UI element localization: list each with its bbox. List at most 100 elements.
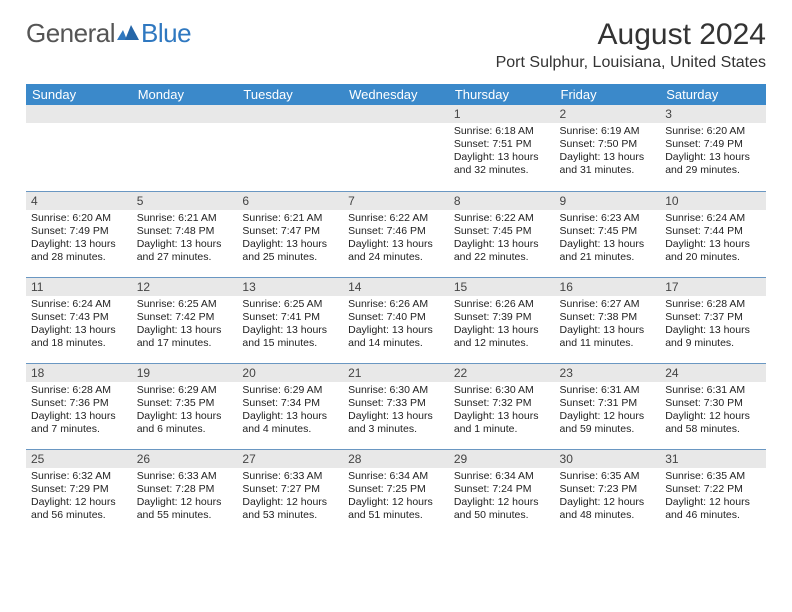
sunset-text: Sunset: 7:41 PM xyxy=(242,311,338,324)
sunset-text: Sunset: 7:29 PM xyxy=(31,483,127,496)
title-block: August 2024 Port Sulphur, Louisiana, Uni… xyxy=(496,18,766,80)
sunset-text: Sunset: 7:30 PM xyxy=(665,397,761,410)
calendar-day-cell: 1Sunrise: 6:18 AMSunset: 7:51 PMDaylight… xyxy=(449,105,555,191)
day-info: Sunrise: 6:34 AMSunset: 7:25 PMDaylight:… xyxy=(343,468,449,527)
daylight-text: Daylight: 12 hours and 50 minutes. xyxy=(454,496,550,522)
sunrise-text: Sunrise: 6:25 AM xyxy=(242,298,338,311)
calendar-day-cell: 27Sunrise: 6:33 AMSunset: 7:27 PMDayligh… xyxy=(237,449,343,535)
calendar-day-cell: 8Sunrise: 6:22 AMSunset: 7:45 PMDaylight… xyxy=(449,191,555,277)
calendar-day-cell xyxy=(132,105,238,191)
calendar-day-cell: 15Sunrise: 6:26 AMSunset: 7:39 PMDayligh… xyxy=(449,277,555,363)
day-number: 20 xyxy=(237,364,343,382)
calendar-day-cell xyxy=(343,105,449,191)
daylight-text: Daylight: 13 hours and 3 minutes. xyxy=(348,410,444,436)
sunset-text: Sunset: 7:24 PM xyxy=(454,483,550,496)
sunset-text: Sunset: 7:51 PM xyxy=(454,138,550,151)
weekday-header: Thursday xyxy=(449,84,555,105)
sunrise-text: Sunrise: 6:19 AM xyxy=(560,125,656,138)
day-info: Sunrise: 6:22 AMSunset: 7:45 PMDaylight:… xyxy=(449,210,555,269)
daylight-text: Daylight: 13 hours and 15 minutes. xyxy=(242,324,338,350)
day-number: 12 xyxy=(132,278,238,296)
day-number xyxy=(343,105,449,123)
sunset-text: Sunset: 7:49 PM xyxy=(665,138,761,151)
calendar-day-cell: 29Sunrise: 6:34 AMSunset: 7:24 PMDayligh… xyxy=(449,449,555,535)
daylight-text: Daylight: 12 hours and 59 minutes. xyxy=(560,410,656,436)
calendar-day-cell: 19Sunrise: 6:29 AMSunset: 7:35 PMDayligh… xyxy=(132,363,238,449)
day-number: 2 xyxy=(555,105,661,123)
sunrise-text: Sunrise: 6:34 AM xyxy=(454,470,550,483)
day-number: 14 xyxy=(343,278,449,296)
day-info: Sunrise: 6:21 AMSunset: 7:48 PMDaylight:… xyxy=(132,210,238,269)
sunrise-text: Sunrise: 6:25 AM xyxy=(137,298,233,311)
sunset-text: Sunset: 7:39 PM xyxy=(454,311,550,324)
daylight-text: Daylight: 12 hours and 55 minutes. xyxy=(137,496,233,522)
day-info: Sunrise: 6:23 AMSunset: 7:45 PMDaylight:… xyxy=(555,210,661,269)
day-number: 18 xyxy=(26,364,132,382)
sunset-text: Sunset: 7:46 PM xyxy=(348,225,444,238)
day-info: Sunrise: 6:31 AMSunset: 7:31 PMDaylight:… xyxy=(555,382,661,441)
sunset-text: Sunset: 7:45 PM xyxy=(560,225,656,238)
sunrise-text: Sunrise: 6:18 AM xyxy=(454,125,550,138)
sunrise-text: Sunrise: 6:27 AM xyxy=(560,298,656,311)
day-info: Sunrise: 6:35 AMSunset: 7:23 PMDaylight:… xyxy=(555,468,661,527)
daylight-text: Daylight: 13 hours and 29 minutes. xyxy=(665,151,761,177)
day-number: 17 xyxy=(660,278,766,296)
calendar-day-cell: 4Sunrise: 6:20 AMSunset: 7:49 PMDaylight… xyxy=(26,191,132,277)
day-number: 5 xyxy=(132,192,238,210)
day-number: 25 xyxy=(26,450,132,468)
sunrise-text: Sunrise: 6:33 AM xyxy=(137,470,233,483)
sunset-text: Sunset: 7:33 PM xyxy=(348,397,444,410)
sunset-text: Sunset: 7:42 PM xyxy=(137,311,233,324)
sunset-text: Sunset: 7:22 PM xyxy=(665,483,761,496)
sunset-text: Sunset: 7:40 PM xyxy=(348,311,444,324)
day-info: Sunrise: 6:21 AMSunset: 7:47 PMDaylight:… xyxy=(237,210,343,269)
day-number: 27 xyxy=(237,450,343,468)
daylight-text: Daylight: 13 hours and 24 minutes. xyxy=(348,238,444,264)
sunrise-text: Sunrise: 6:30 AM xyxy=(454,384,550,397)
weekday-header: Friday xyxy=(555,84,661,105)
sunset-text: Sunset: 7:32 PM xyxy=(454,397,550,410)
sunrise-text: Sunrise: 6:32 AM xyxy=(31,470,127,483)
daylight-text: Daylight: 13 hours and 4 minutes. xyxy=(242,410,338,436)
day-info: Sunrise: 6:25 AMSunset: 7:42 PMDaylight:… xyxy=(132,296,238,355)
calendar-day-cell: 18Sunrise: 6:28 AMSunset: 7:36 PMDayligh… xyxy=(26,363,132,449)
day-info: Sunrise: 6:26 AMSunset: 7:39 PMDaylight:… xyxy=(449,296,555,355)
sunrise-text: Sunrise: 6:35 AM xyxy=(665,470,761,483)
daylight-text: Daylight: 13 hours and 31 minutes. xyxy=(560,151,656,177)
day-number: 30 xyxy=(555,450,661,468)
day-info: Sunrise: 6:29 AMSunset: 7:35 PMDaylight:… xyxy=(132,382,238,441)
daylight-text: Daylight: 13 hours and 6 minutes. xyxy=(137,410,233,436)
day-info: Sunrise: 6:22 AMSunset: 7:46 PMDaylight:… xyxy=(343,210,449,269)
calendar-day-cell: 11Sunrise: 6:24 AMSunset: 7:43 PMDayligh… xyxy=(26,277,132,363)
sunrise-text: Sunrise: 6:23 AM xyxy=(560,212,656,225)
daylight-text: Daylight: 13 hours and 20 minutes. xyxy=(665,238,761,264)
day-info: Sunrise: 6:35 AMSunset: 7:22 PMDaylight:… xyxy=(660,468,766,527)
sunset-text: Sunset: 7:50 PM xyxy=(560,138,656,151)
day-info: Sunrise: 6:20 AMSunset: 7:49 PMDaylight:… xyxy=(660,123,766,182)
sunset-text: Sunset: 7:44 PM xyxy=(665,225,761,238)
daylight-text: Daylight: 13 hours and 18 minutes. xyxy=(31,324,127,350)
day-number xyxy=(26,105,132,123)
calendar-day-cell: 7Sunrise: 6:22 AMSunset: 7:46 PMDaylight… xyxy=(343,191,449,277)
day-info: Sunrise: 6:27 AMSunset: 7:38 PMDaylight:… xyxy=(555,296,661,355)
calendar-day-cell: 14Sunrise: 6:26 AMSunset: 7:40 PMDayligh… xyxy=(343,277,449,363)
calendar-day-cell: 13Sunrise: 6:25 AMSunset: 7:41 PMDayligh… xyxy=(237,277,343,363)
day-number xyxy=(237,105,343,123)
calendar-day-cell: 20Sunrise: 6:29 AMSunset: 7:34 PMDayligh… xyxy=(237,363,343,449)
day-info: Sunrise: 6:33 AMSunset: 7:28 PMDaylight:… xyxy=(132,468,238,527)
location: Port Sulphur, Louisiana, United States xyxy=(496,54,766,72)
sunset-text: Sunset: 7:36 PM xyxy=(31,397,127,410)
sunrise-text: Sunrise: 6:21 AM xyxy=(137,212,233,225)
daylight-text: Daylight: 13 hours and 12 minutes. xyxy=(454,324,550,350)
sunset-text: Sunset: 7:31 PM xyxy=(560,397,656,410)
day-info: Sunrise: 6:31 AMSunset: 7:30 PMDaylight:… xyxy=(660,382,766,441)
day-number xyxy=(132,105,238,123)
day-number: 15 xyxy=(449,278,555,296)
day-number: 1 xyxy=(449,105,555,123)
sunrise-text: Sunrise: 6:31 AM xyxy=(665,384,761,397)
sunrise-text: Sunrise: 6:35 AM xyxy=(560,470,656,483)
day-number: 10 xyxy=(660,192,766,210)
day-number: 16 xyxy=(555,278,661,296)
day-number: 24 xyxy=(660,364,766,382)
day-info: Sunrise: 6:19 AMSunset: 7:50 PMDaylight:… xyxy=(555,123,661,182)
